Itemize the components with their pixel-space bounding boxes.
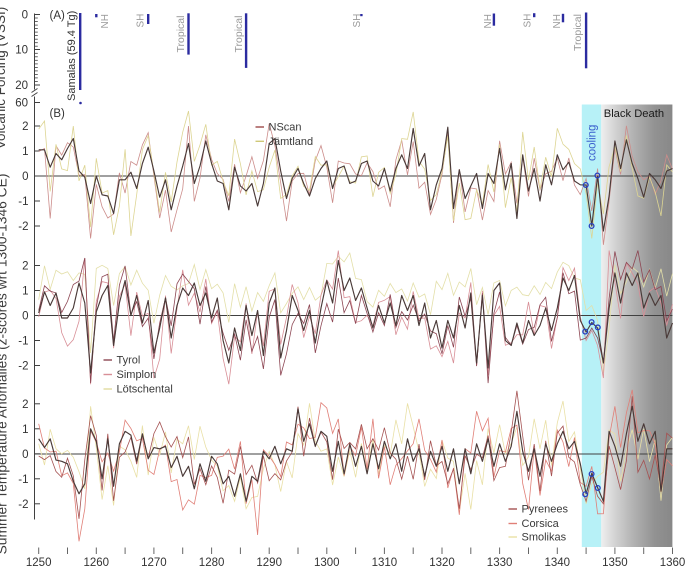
svg-text:NH: NH [483,14,494,28]
svg-text:1250: 1250 [26,557,52,569]
svg-text:Summer Temperature Anomalies (: Summer Temperature Anomalies (z-scores w… [0,174,10,555]
svg-text:0: 0 [22,171,28,183]
svg-text:10: 10 [15,45,28,57]
svg-text:(A): (A) [50,10,66,22]
svg-text:Tropical: Tropical [572,14,584,51]
svg-text:-1: -1 [18,196,28,208]
svg-text:-1: -1 [18,336,28,348]
svg-text:Smolikas: Smolikas [522,532,567,544]
svg-text:60: 60 [15,98,28,110]
svg-text:NScan: NScan [269,122,302,134]
svg-text:Tyrol: Tyrol [117,355,141,367]
svg-text:Tropical: Tropical [233,16,245,53]
svg-text:NH: NH [552,14,563,28]
svg-text:Corsica: Corsica [522,518,560,530]
svg-text:cooling: cooling [586,125,598,161]
svg-text:1330: 1330 [487,557,513,569]
svg-text:1: 1 [22,146,28,158]
svg-text:(B): (B) [50,108,66,120]
svg-text:Simplon: Simplon [117,369,157,381]
svg-text:-2: -2 [18,361,28,373]
svg-text:2: 2 [22,261,28,273]
svg-text:1310: 1310 [372,557,398,569]
svg-text:Tropical: Tropical [175,16,187,53]
svg-text:1350: 1350 [602,557,628,569]
svg-text:Samalas (59.4 Tg): Samalas (59.4 Tg) [66,11,78,101]
svg-text:SH: SH [352,14,363,28]
svg-text:1290: 1290 [256,557,282,569]
svg-text:1360: 1360 [660,557,686,569]
svg-text:0: 0 [22,449,28,461]
svg-text:2: 2 [22,121,28,133]
svg-text:-2: -2 [18,499,28,511]
svg-text:20: 20 [15,80,28,92]
svg-text:Volcanic Forcing (VSSI): Volcanic Forcing (VSSI) [0,7,8,150]
svg-text:SH: SH [135,14,146,28]
svg-text:0: 0 [22,311,28,323]
svg-text:1: 1 [22,424,28,436]
svg-text:SH: SH [523,14,534,28]
svg-text:Pyrenees: Pyrenees [522,504,569,516]
svg-text:1300: 1300 [314,557,340,569]
svg-text:Black Death: Black Death [604,108,664,120]
svg-text:1280: 1280 [199,557,225,569]
svg-text:-1: -1 [18,474,28,486]
svg-text:1270: 1270 [141,557,167,569]
svg-text:Jämtland: Jämtland [269,136,314,148]
svg-text:1320: 1320 [429,557,455,569]
svg-text:1340: 1340 [545,557,571,569]
svg-text:-2: -2 [18,221,28,233]
svg-text:1: 1 [22,286,28,298]
svg-text:2: 2 [22,399,28,411]
svg-text:NH: NH [100,14,111,28]
svg-text:Lötschental: Lötschental [117,384,173,396]
svg-text:1260: 1260 [84,557,110,569]
svg-text:0: 0 [22,10,28,22]
